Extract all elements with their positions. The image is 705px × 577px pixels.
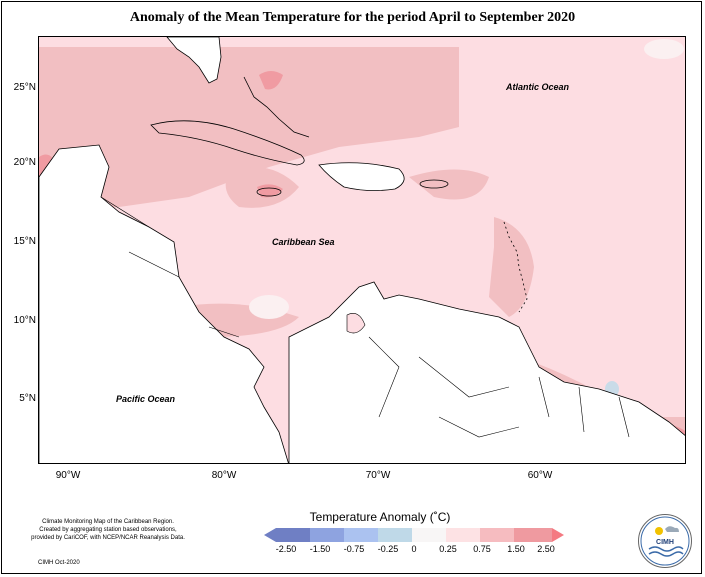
credit-date: CIMH Oct-2020	[38, 560, 80, 566]
land-south-america	[288, 281, 685, 463]
land-hispaniola	[318, 162, 405, 191]
legend-tick: 0.25	[439, 544, 457, 554]
legend-swatch	[344, 528, 378, 542]
lat-label: 15°N	[13, 236, 36, 247]
cimh-logo-svg: CIMH	[640, 516, 690, 566]
lon-label: 80°W	[211, 470, 237, 481]
sun-icon	[655, 527, 663, 535]
legend-swatch	[514, 528, 552, 542]
lat-label: 5°N	[19, 393, 36, 404]
legend-swatch	[264, 528, 276, 542]
borders	[100, 196, 630, 438]
legend-tick: -1.50	[309, 544, 331, 554]
land-mainland	[39, 144, 289, 463]
land-jamaica	[256, 187, 282, 197]
legend-tick: -2.50	[275, 544, 297, 554]
cloud-icon	[665, 526, 679, 532]
credits-block: Climate Monitoring Map of the Caribbean …	[28, 518, 188, 542]
land-cuba	[150, 120, 305, 166]
anomaly-neutral-spot-2	[644, 39, 684, 59]
map-panel	[38, 36, 686, 464]
wave-icon	[648, 546, 684, 552]
legend-swatch	[310, 528, 344, 542]
lon-label: 60°W	[527, 470, 553, 481]
lat-label: 10°N	[13, 315, 36, 326]
anomaly-hotspot-2	[257, 184, 283, 198]
lat-label: 25°N	[13, 82, 36, 93]
anomaly-region-puertorico	[409, 169, 489, 200]
legend-swatch	[412, 528, 446, 542]
legend-swatch	[446, 528, 480, 542]
anomaly-region-antilles	[489, 217, 534, 317]
legend-tick: 0	[411, 544, 417, 554]
legend-tick: 1.50	[507, 544, 525, 554]
land-bahamas	[243, 76, 310, 138]
legend-tick: 2.50	[537, 544, 555, 554]
land-puertorico	[419, 179, 449, 189]
legend-swatch	[378, 528, 412, 542]
legend-swatch	[552, 528, 564, 542]
land-lesser-antilles	[503, 221, 528, 313]
caribbean-sea-label: Caribbean Sea	[272, 237, 335, 247]
map-svg	[39, 37, 685, 463]
logo-text: CIMH	[656, 539, 674, 546]
land-florida	[166, 37, 222, 84]
cimh-logo-icon: CIMH	[638, 514, 692, 568]
legend-title: Temperature Anomaly (˚C)	[309, 510, 451, 524]
credit-line-2: Created by aggregating station based obs…	[39, 527, 177, 533]
map-title: Anomaly of the Mean Temperature for the …	[129, 10, 576, 25]
legend-swatch	[480, 528, 514, 542]
anomaly-region-band	[39, 47, 459, 212]
atlantic-ocean-label: Atlantic Ocean	[506, 82, 570, 92]
anomaly-hotspot-1	[259, 71, 283, 90]
wave-icon	[648, 551, 684, 557]
lat-label: 20°N	[13, 157, 36, 168]
legend-tick: -0.75	[343, 544, 365, 554]
pacific-ocean-label: Pacific Ocean	[116, 394, 176, 404]
legend-tick: -0.25	[377, 544, 399, 554]
anomaly-neutral-spot	[249, 295, 289, 319]
legend-tick: 0.75	[473, 544, 491, 554]
lon-label: 70°W	[365, 470, 391, 481]
legend-swatch	[276, 528, 310, 542]
lake-maracaibo	[346, 313, 366, 334]
lon-label: 90°W	[55, 470, 81, 481]
legend-colorbar	[264, 528, 564, 542]
credit-line-1: Climate Monitoring Map of the Caribbean …	[42, 519, 174, 525]
credit-line-3: provided by CariCOF, with NCEP/NCAR Rean…	[31, 535, 185, 541]
